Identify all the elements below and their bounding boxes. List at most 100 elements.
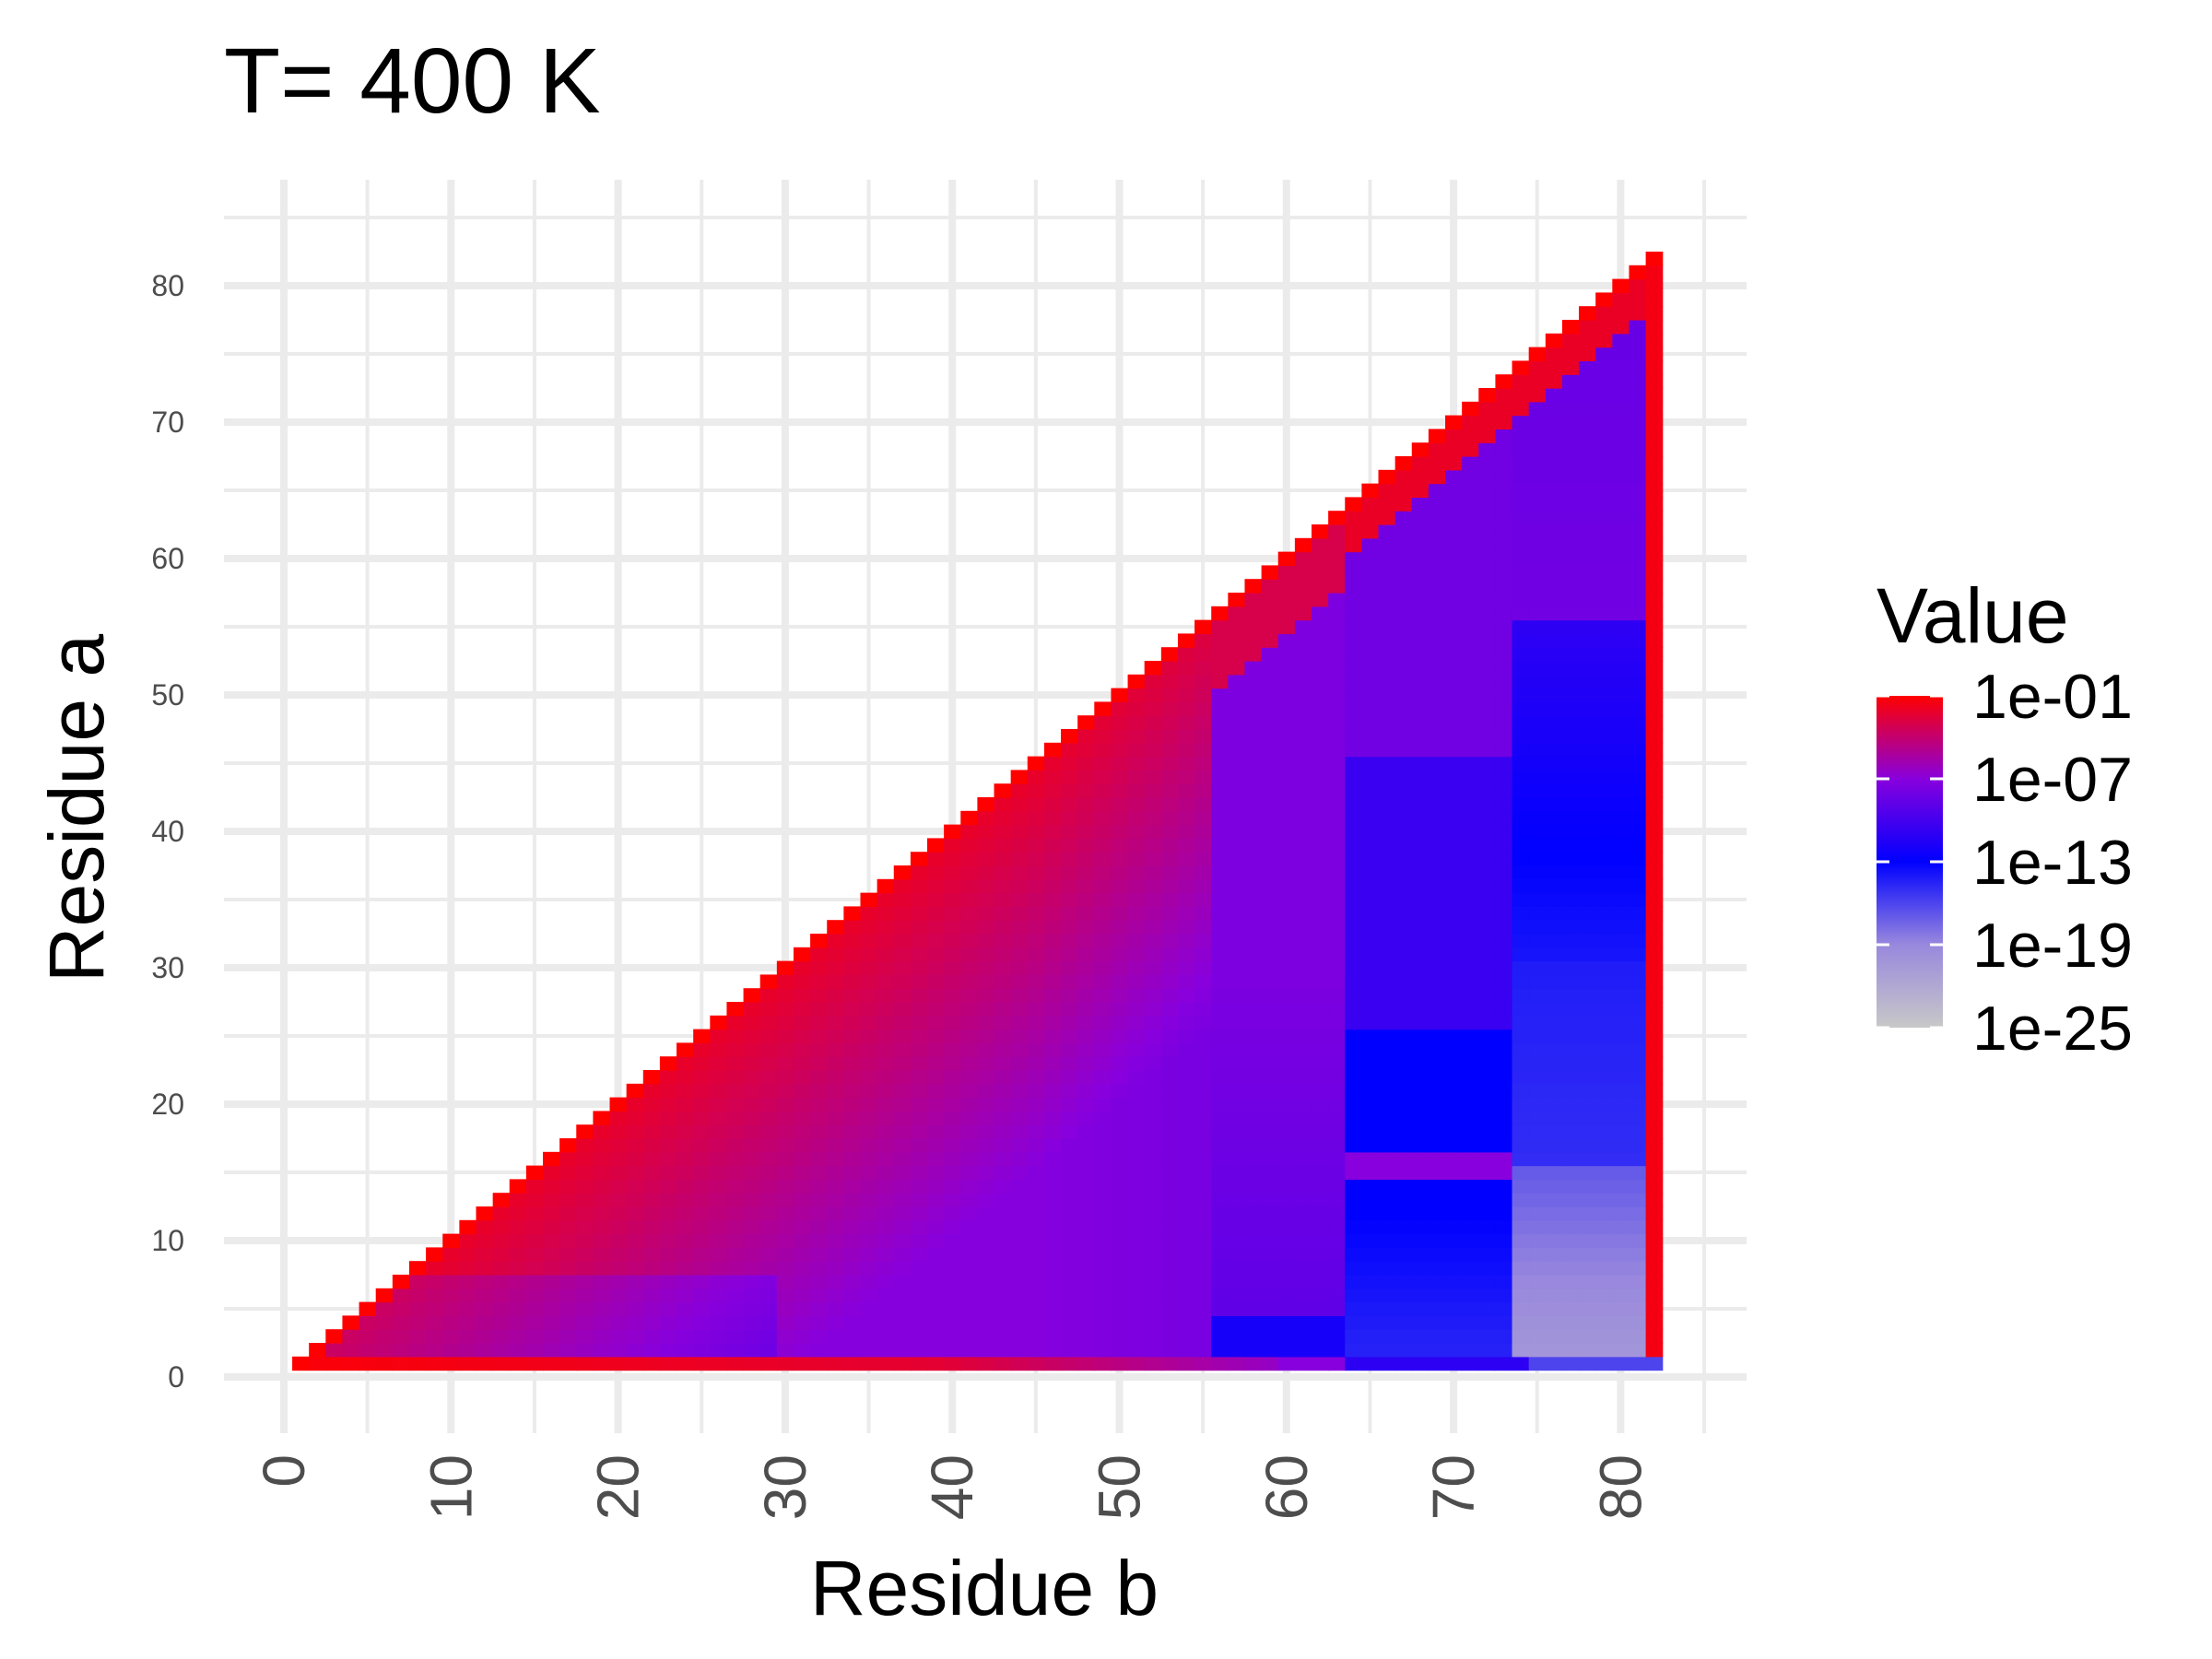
heatmap-cell [927, 988, 945, 1003]
heatmap-cell [609, 1329, 628, 1344]
heatmap-cell [1160, 1015, 1179, 1030]
heatmap-cell [1361, 606, 1380, 621]
heatmap-cell [1545, 647, 1563, 662]
heatmap-cell [1579, 593, 1596, 607]
x-tick-label: 10 [418, 1454, 484, 1520]
heatmap-cell [1528, 415, 1547, 429]
heatmap-cell [1428, 865, 1446, 880]
heatmap-cell [1579, 742, 1596, 758]
heatmap-cell [1345, 1042, 1362, 1057]
heatmap-cell [1512, 1179, 1530, 1194]
heatmap-cell [1512, 988, 1530, 1003]
heatmap-cell [1177, 934, 1195, 948]
heatmap-cell [1094, 810, 1112, 826]
heatmap-cell [1411, 920, 1430, 935]
heatmap-cell [426, 1329, 443, 1344]
heatmap-cell [1445, 715, 1463, 730]
heatmap-cell [1094, 1288, 1112, 1303]
heatmap-cell [408, 1301, 427, 1316]
heatmap-cell [1294, 1206, 1312, 1221]
heatmap-cell [1612, 1261, 1630, 1276]
heatmap-cell [726, 1124, 745, 1139]
heatmap-cell [1177, 1329, 1195, 1344]
heatmap-cell [1228, 619, 1246, 634]
heatmap-cell [1094, 742, 1112, 758]
heatmap-cell [1277, 715, 1296, 730]
heatmap-cell [843, 1233, 862, 1248]
heatmap-cell [994, 974, 1012, 989]
heatmap-cell [1545, 988, 1563, 1003]
heatmap-cell [1144, 1070, 1162, 1085]
heatmap-cell [910, 1288, 928, 1303]
heatmap-cell [1345, 1015, 1362, 1030]
heatmap-cell [1077, 1029, 1095, 1043]
heatmap-cell [977, 838, 995, 853]
heatmap-cell [1328, 1288, 1346, 1303]
heatmap-cell [927, 1288, 945, 1303]
heatmap-cell [743, 1329, 761, 1344]
heatmap-cell [1328, 934, 1346, 948]
heatmap-cell [1645, 1288, 1664, 1303]
heatmap-cell [1612, 1356, 1630, 1371]
heatmap-cell [893, 1233, 912, 1248]
heatmap-cell [1612, 797, 1630, 812]
heatmap-cell [1361, 729, 1380, 744]
heatmap-cell [559, 1315, 577, 1330]
heatmap-cell [1311, 551, 1329, 566]
heatmap-cell [1561, 551, 1580, 566]
heatmap-cell [1378, 1343, 1396, 1358]
heatmap-cell [1528, 920, 1547, 935]
heatmap-cell [1228, 920, 1246, 935]
heatmap-cell [910, 1002, 928, 1017]
heatmap-cell [1077, 1124, 1095, 1139]
heatmap-cell [1261, 1275, 1279, 1289]
heatmap-cell [1144, 1124, 1162, 1139]
heatmap-cell [1027, 947, 1045, 962]
heatmap-cell [1194, 1056, 1212, 1071]
heatmap-cell [1177, 1343, 1195, 1358]
heatmap-cell [1160, 1002, 1179, 1017]
heatmap-cell [1345, 1193, 1362, 1207]
heatmap-cell [1094, 1261, 1112, 1276]
heatmap-cell [1228, 1206, 1246, 1221]
heatmap-cell [1478, 579, 1497, 594]
heatmap-cell [793, 1219, 811, 1235]
heatmap-cell [927, 1070, 945, 1085]
heatmap-cell [1629, 1247, 1647, 1262]
heatmap-cell [1027, 1151, 1045, 1167]
heatmap-cell [1579, 306, 1596, 321]
heatmap-cell [1645, 797, 1664, 812]
heatmap-cell [1277, 1329, 1296, 1344]
heatmap-cell [1177, 633, 1195, 648]
heatmap-cell [1495, 1247, 1513, 1262]
heatmap-cell [960, 838, 978, 853]
heatmap-cell [642, 1206, 661, 1221]
heatmap-cell [1261, 988, 1279, 1003]
heatmap-cell [1127, 838, 1146, 853]
heatmap-cell [1645, 1219, 1664, 1235]
heatmap-cell [1177, 797, 1195, 812]
heatmap-cell [1211, 1261, 1229, 1276]
heatmap-cell [927, 1343, 945, 1358]
heatmap-cell [1579, 1261, 1596, 1276]
heatmap-cell [910, 878, 928, 894]
legend-label: 1e-19 [1972, 911, 2133, 981]
heatmap-cell [1194, 756, 1212, 771]
heatmap-cell [609, 1097, 628, 1112]
heatmap-cell [810, 1356, 828, 1371]
heatmap-cell [1378, 701, 1396, 716]
heatmap-cell [1261, 593, 1279, 607]
heatmap-cell [1277, 838, 1296, 853]
heatmap-cell [1629, 1124, 1647, 1139]
heatmap-cell [1495, 865, 1513, 880]
heatmap-cell [1077, 1179, 1095, 1194]
heatmap-cell [994, 878, 1012, 894]
heatmap-cell [1277, 1179, 1296, 1194]
heatmap-cell [659, 1356, 677, 1371]
heatmap-cell [1645, 647, 1664, 662]
heatmap-cell [1495, 1124, 1513, 1139]
heatmap-cell [1428, 797, 1446, 812]
heatmap-cell [1010, 974, 1029, 989]
heatmap-cell [1579, 1151, 1596, 1167]
heatmap-cell [1345, 878, 1362, 894]
